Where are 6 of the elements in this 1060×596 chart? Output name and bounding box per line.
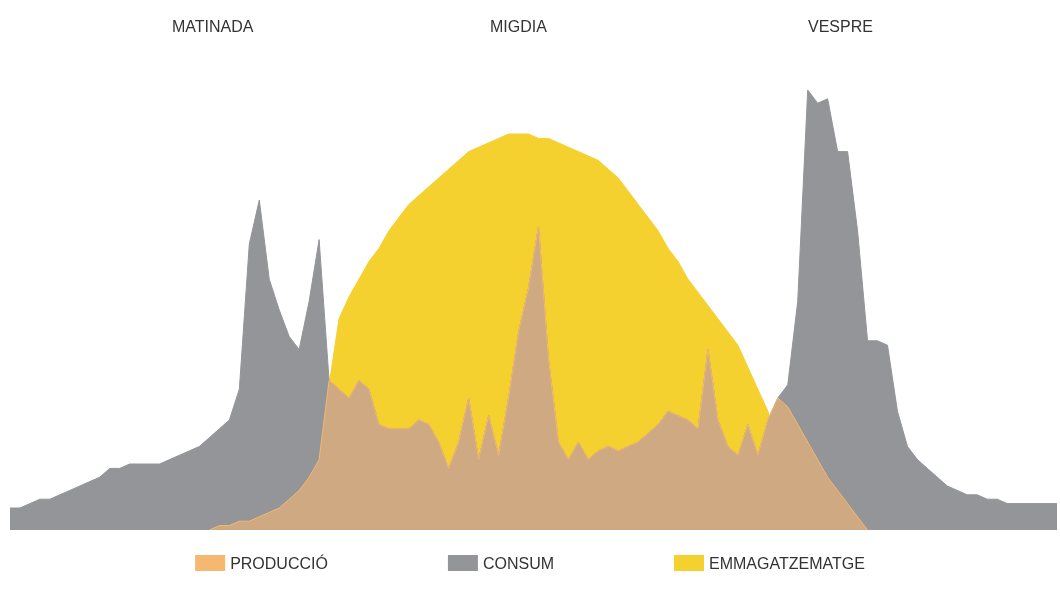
legend-label: EMMAGATZEMATGE [709,554,865,572]
text: MIGDIA [490,17,548,35]
legend-label: CONSUM [482,554,555,572]
legend-label: PRODUCCIÓ [230,553,328,572]
text: MATINADA [172,17,254,35]
text: VESPRE [808,17,873,35]
